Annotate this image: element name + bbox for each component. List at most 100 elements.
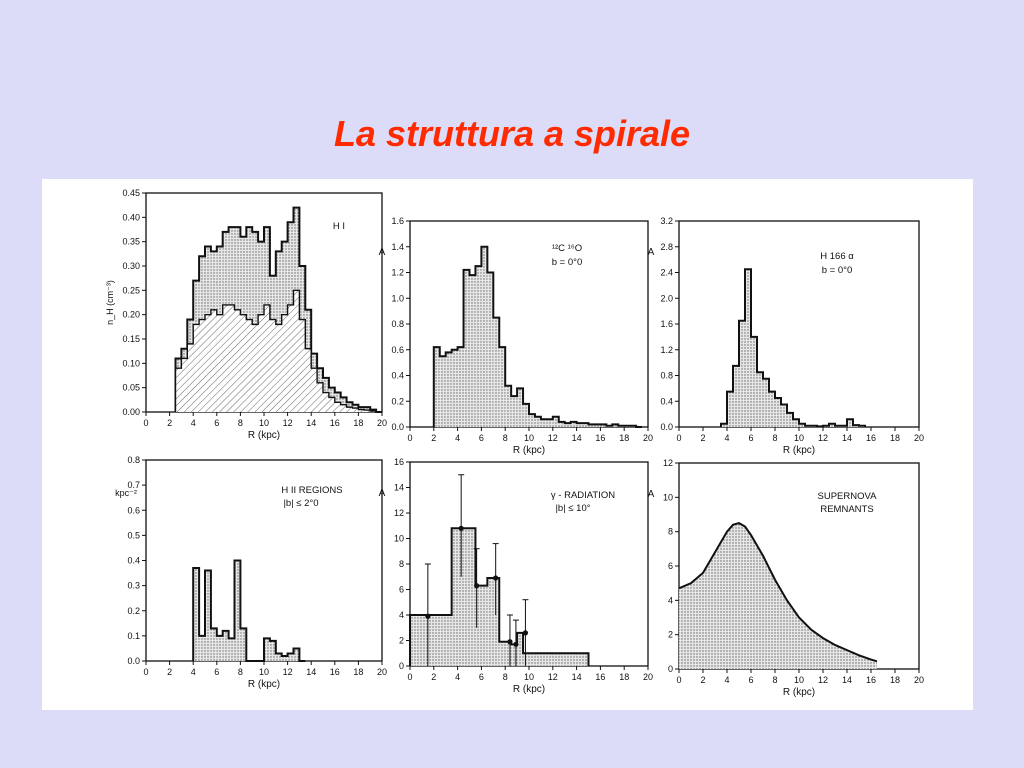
histogram-bin (216, 314, 223, 412)
slide-title: La struttura a spirale (333, 113, 691, 154)
histogram-bin (264, 304, 270, 412)
plot-frame (145, 459, 383, 662)
x-tick-label: 6 (479, 433, 484, 443)
x-tick-label: 12 (818, 433, 828, 443)
y-tick-label: 1.2 (391, 268, 404, 278)
chart-annotation: γ - RADIATION (551, 490, 615, 501)
histogram-bin (463, 269, 470, 427)
x-tick-label: 16 (330, 667, 340, 677)
histogram-bin (751, 336, 757, 427)
histogram-bin (287, 653, 294, 661)
histogram-bin (275, 653, 282, 661)
histogram-bin (487, 272, 494, 427)
y-tick-label: 6 (399, 585, 404, 595)
histogram-bin (275, 324, 282, 412)
x-tick-label: 16 (330, 418, 340, 428)
histogram-bin (210, 628, 217, 661)
x-tick-label: 0 (676, 675, 681, 685)
histogram-bin (582, 423, 589, 427)
x-tick-label: 18 (890, 675, 900, 685)
x-tick-label: 18 (353, 667, 363, 677)
histogram-bin (199, 635, 205, 661)
histogram-bin (299, 319, 306, 412)
x-tick-label: 0 (407, 672, 412, 682)
chart-5: 0 2 4 6 8 10 12 14 16 18 20 0 2 4 6 8 10 12 14 16 R (kpc) A γ … (379, 457, 653, 695)
y-tick-label: 10 (663, 492, 673, 502)
histogram-bin (252, 231, 259, 412)
chart-annotation: H I (333, 221, 345, 232)
y-tick-label: 0.2 (391, 396, 404, 406)
y-tick-label: 0.4 (391, 371, 404, 381)
histogram-bin (222, 630, 229, 661)
x-tick-label: 18 (353, 418, 363, 428)
histogram-bin (181, 358, 188, 412)
histogram-bin (552, 416, 559, 427)
x-tick-label: 20 (377, 418, 387, 428)
histogram-bin (445, 352, 452, 427)
histogram-bin (222, 304, 229, 412)
x-tick-label: 2 (700, 433, 705, 443)
histogram-bin (481, 246, 488, 427)
chart-3: 0 2 4 6 8 10 12 14 16 18 20 0.0 0.4 0.8 1.2 1.6 2.0 2.4 2.… (648, 216, 924, 456)
x-tick-label: 10 (524, 672, 534, 682)
x-tick-label: 20 (643, 433, 653, 443)
histogram-bin (576, 423, 583, 427)
histogram-bin (546, 419, 553, 427)
histogram-bin (293, 648, 300, 661)
y-tick-label: 0.8 (660, 371, 673, 381)
histogram-bin (193, 568, 200, 661)
x-tick-label: 14 (572, 433, 582, 443)
y-tick-label: 0.8 (391, 319, 404, 329)
x-tick-label: 20 (377, 667, 387, 677)
y-tick-label: 0.35 (122, 237, 140, 247)
y-tick-label: 0.40 (122, 212, 140, 222)
histogram-bin (588, 424, 595, 427)
x-tick-label: 0 (143, 667, 148, 677)
x-tick-label: 14 (306, 667, 316, 677)
x-tick-label: 4 (455, 672, 460, 682)
x-tick-label: 6 (214, 418, 219, 428)
histogram-bin (558, 421, 565, 427)
histogram-outline (174, 206, 382, 413)
data-point (493, 575, 499, 581)
data-point (513, 641, 519, 647)
x-tick-label: 20 (914, 675, 924, 685)
area-line (678, 522, 878, 663)
y-tick-label: 1.6 (391, 216, 404, 226)
x-tick-label: 12 (548, 672, 558, 682)
x-axis-label: R (kpc) (248, 679, 280, 690)
y-tick-label: 0.0 (391, 422, 404, 432)
x-tick-label: 12 (283, 667, 293, 677)
histogram-bin (733, 365, 739, 427)
histogram-bin (433, 347, 440, 427)
x-tick-label: 14 (842, 675, 852, 685)
histogram-outline (192, 559, 306, 662)
histogram-bin (234, 560, 241, 661)
histogram-bin (410, 615, 452, 666)
y-axis-label: A (648, 489, 655, 500)
histogram-bin (517, 632, 524, 666)
y-tick-label: 1.0 (391, 293, 404, 303)
x-tick-label: 20 (914, 433, 924, 443)
histogram-bin (745, 269, 751, 427)
plot-frame (678, 220, 920, 428)
y-tick-label: 2 (668, 630, 673, 640)
area-fill (679, 523, 877, 669)
x-tick-label: 0 (143, 418, 148, 428)
data-point (522, 630, 529, 636)
histogram-bin (228, 304, 235, 412)
x-tick-label: 18 (619, 433, 629, 443)
y-tick-label: 0.8 (127, 455, 140, 465)
x-tick-label: 12 (548, 433, 558, 443)
histogram-bin (264, 638, 270, 661)
histogram-bin (511, 644, 518, 666)
x-tick-label: 16 (866, 675, 876, 685)
histogram-bin (529, 653, 589, 666)
chart-annotation: H II REGIONS (281, 485, 342, 496)
x-tick-label: 6 (748, 433, 753, 443)
x-axis-label: R (kpc) (513, 445, 545, 456)
histogram-bin (317, 382, 323, 412)
y-tick-label: 0.20 (122, 310, 140, 320)
histogram-bin (451, 528, 476, 666)
histogram-bin (287, 304, 294, 412)
